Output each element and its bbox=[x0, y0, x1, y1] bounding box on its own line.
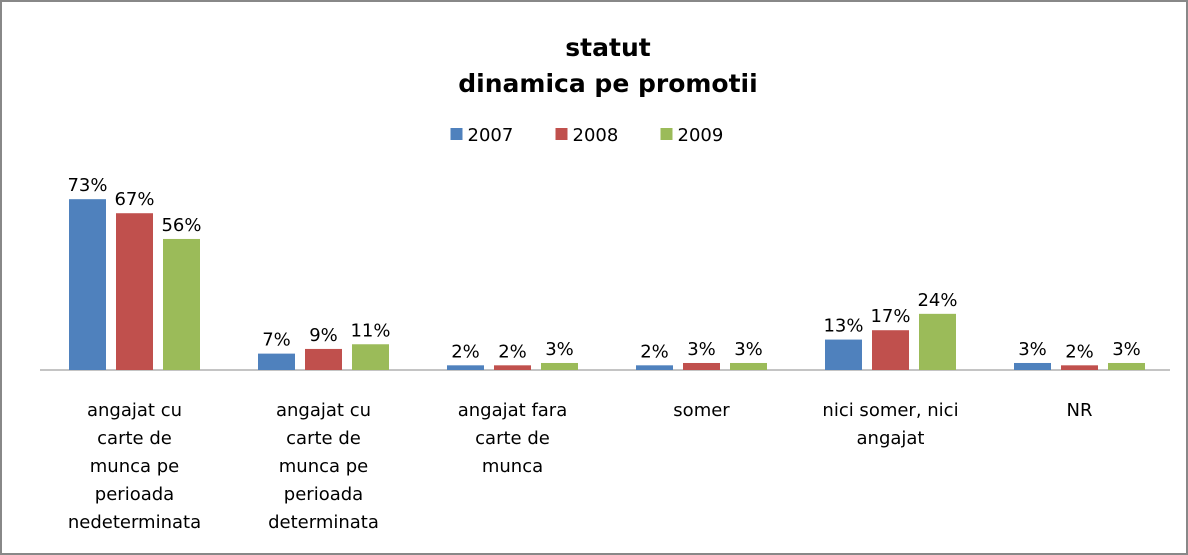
data-label: 73% bbox=[67, 175, 107, 196]
legend-label: 2009 bbox=[678, 125, 724, 146]
data-label: 13% bbox=[823, 316, 863, 337]
legend-label: 2008 bbox=[573, 125, 619, 146]
x-tick-label: angajat cu carte de munca pe perioada determ… bbox=[268, 400, 379, 533]
data-label: 7% bbox=[262, 330, 291, 351]
bar bbox=[683, 362, 720, 370]
legend-swatch bbox=[660, 128, 673, 140]
bar bbox=[447, 365, 484, 370]
data-label: 3% bbox=[734, 339, 763, 360]
bar bbox=[116, 213, 153, 370]
data-label: 2% bbox=[451, 341, 480, 362]
chart-title: statut bbox=[565, 33, 650, 62]
data-label: 2% bbox=[640, 341, 669, 362]
chart-subtitle: dinamica pe promotii bbox=[458, 69, 757, 98]
bar bbox=[163, 238, 200, 370]
x-tick-label: somer bbox=[673, 400, 730, 421]
bar bbox=[305, 348, 342, 370]
bar bbox=[1061, 365, 1098, 370]
bar bbox=[494, 365, 531, 370]
bar bbox=[1108, 362, 1145, 370]
bar bbox=[919, 313, 956, 370]
data-label: 3% bbox=[1018, 339, 1047, 360]
bar bbox=[69, 199, 106, 370]
data-label: 11% bbox=[350, 320, 390, 341]
x-tick-label: nici somer, nici angajat bbox=[822, 400, 958, 449]
data-label: 67% bbox=[114, 189, 154, 210]
data-label: 3% bbox=[687, 339, 716, 360]
data-label: 2% bbox=[498, 341, 527, 362]
bar bbox=[541, 362, 578, 370]
x-tick-label: angajat cu carte de munca pe perioada nedete… bbox=[68, 400, 201, 533]
data-label: 17% bbox=[870, 306, 910, 327]
bar bbox=[1014, 362, 1051, 370]
x-tick-label: angajat fara carte de munca bbox=[458, 400, 568, 477]
data-label: 9% bbox=[309, 325, 338, 346]
legend-swatch bbox=[450, 128, 463, 140]
bar bbox=[825, 339, 862, 370]
bar bbox=[258, 353, 295, 370]
data-label: 3% bbox=[545, 339, 574, 360]
bar bbox=[352, 344, 389, 370]
bar bbox=[636, 365, 673, 370]
data-label: 56% bbox=[161, 215, 201, 236]
legend-label: 2007 bbox=[468, 125, 514, 146]
bar bbox=[872, 330, 909, 370]
data-label: 2% bbox=[1065, 341, 1094, 362]
data-label: 3% bbox=[1112, 339, 1141, 360]
legend-swatch bbox=[555, 128, 568, 140]
data-label: 24% bbox=[917, 290, 957, 311]
bar bbox=[730, 362, 767, 370]
x-tick-label: NR bbox=[1067, 400, 1093, 421]
